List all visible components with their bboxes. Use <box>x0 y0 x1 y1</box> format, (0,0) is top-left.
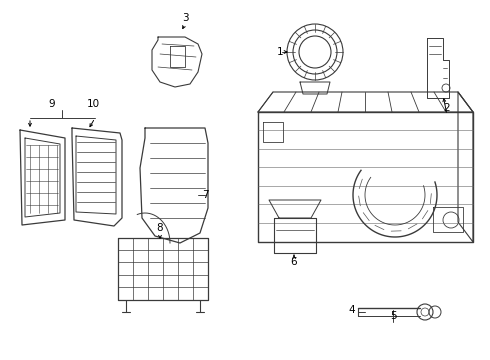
Text: 7: 7 <box>202 190 208 200</box>
Text: 10: 10 <box>86 99 99 109</box>
Text: 4: 4 <box>349 305 355 315</box>
Text: 6: 6 <box>291 257 297 267</box>
Text: 8: 8 <box>157 223 163 233</box>
Text: 5: 5 <box>390 311 396 321</box>
Text: 2: 2 <box>443 103 450 113</box>
Text: 1: 1 <box>277 47 283 57</box>
Text: 3: 3 <box>182 13 188 23</box>
Text: 9: 9 <box>49 99 55 109</box>
